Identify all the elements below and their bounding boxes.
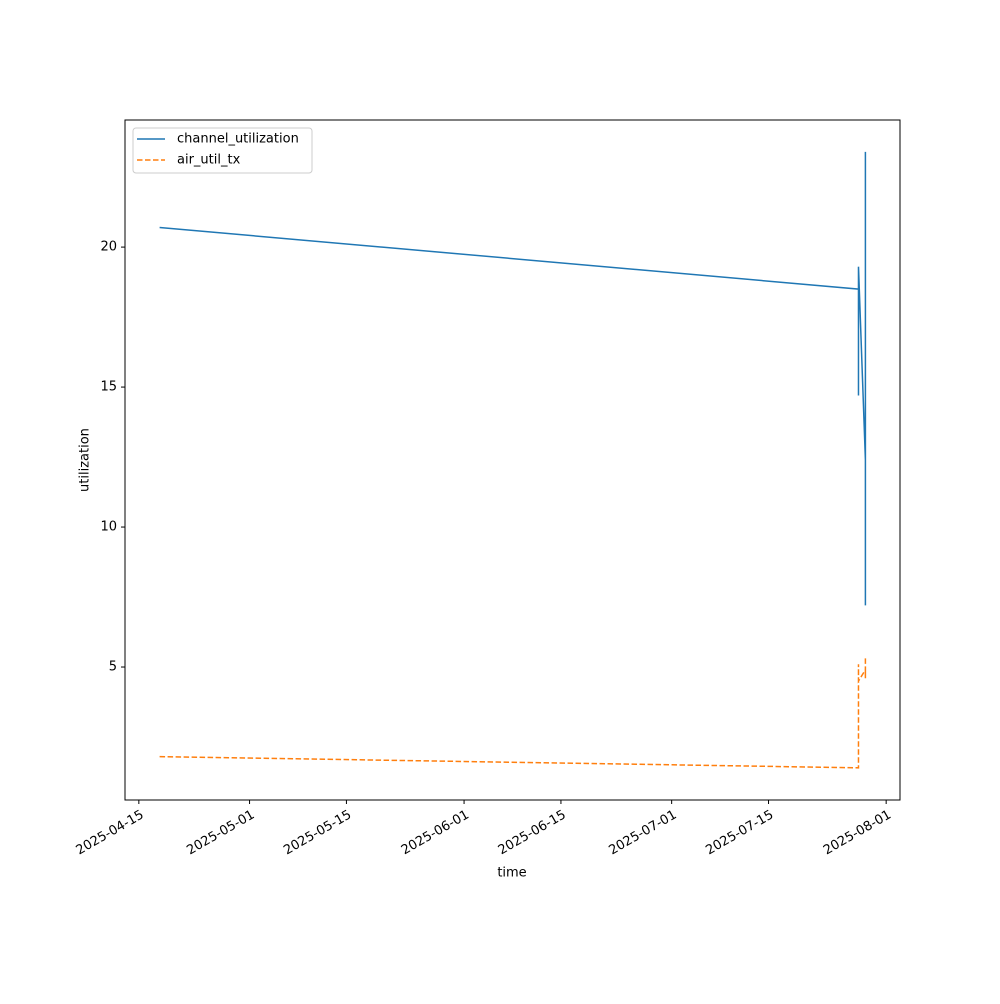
y-tick-label: 5	[109, 660, 117, 675]
x-axis-label: time	[497, 866, 526, 881]
y-tick-label: 15	[100, 380, 117, 395]
y-tick-label: 20	[100, 240, 117, 255]
plot-frame	[124, 119, 901, 801]
legend-label: air_util_tx	[177, 153, 241, 168]
legend-label: channel_utilization	[177, 132, 299, 147]
x-tick-label: 2025-08-01	[821, 808, 894, 859]
x-tick-label: 2025-07-15	[703, 808, 776, 859]
series-line	[159, 151, 867, 606]
x-tick-label: 2025-05-01	[184, 808, 257, 859]
x-tick-label: 2025-05-15	[281, 808, 354, 859]
series-line	[159, 655, 867, 769]
y-tick-label: 10	[100, 520, 117, 535]
x-tick-label: 2025-07-01	[606, 808, 679, 859]
x-tick-label: 2025-06-01	[399, 808, 472, 859]
x-tick-label: 2025-06-15	[496, 808, 569, 859]
x-tick-label: 2025-04-15	[74, 808, 147, 859]
y-axis-label: utilization	[78, 428, 93, 492]
legend-box	[132, 127, 313, 174]
